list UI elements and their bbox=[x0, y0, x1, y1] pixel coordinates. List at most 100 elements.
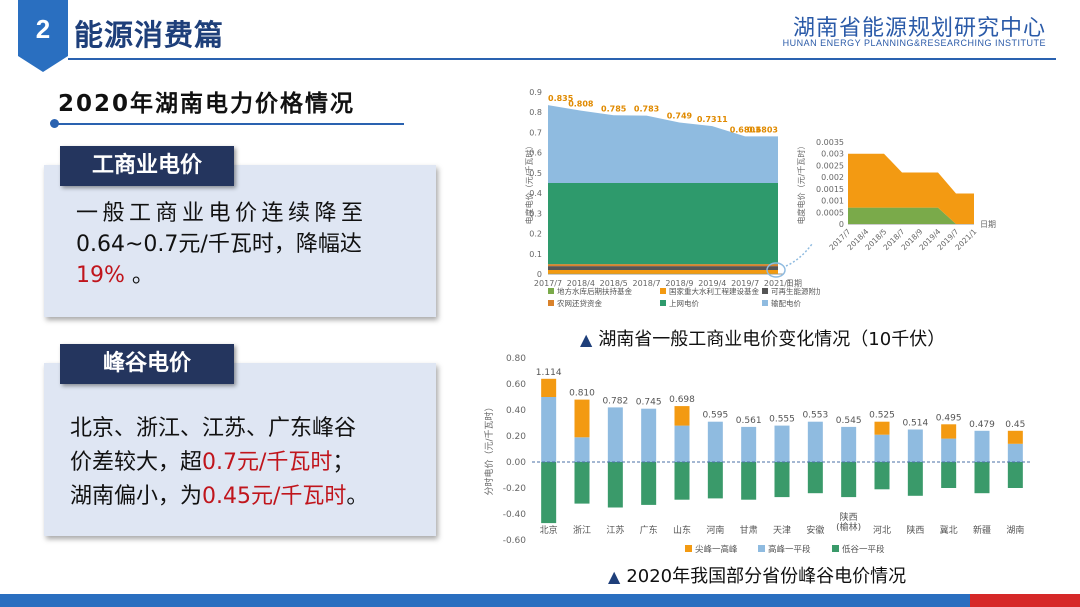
y-tick-label: 0.40 bbox=[506, 406, 526, 416]
bar-valley-flat bbox=[707, 462, 723, 499]
area-series bbox=[548, 266, 778, 270]
x-axis-title: 日期 bbox=[786, 279, 802, 288]
bar-valley-flat bbox=[607, 462, 623, 508]
chart1-caption: ▲ 湖南省一般工商业电价变化情况（10千伏） bbox=[580, 325, 945, 351]
footer-bar bbox=[0, 594, 1080, 607]
total-price-label: 0.808 bbox=[568, 100, 594, 109]
legend-swatch bbox=[762, 288, 768, 294]
peak-valley-card-title: 峰谷电价 bbox=[60, 344, 234, 384]
x-tick-label: 陕西 bbox=[906, 524, 924, 536]
bar-valley-flat bbox=[774, 462, 790, 498]
legend-swatch bbox=[548, 288, 554, 294]
legend-label: 高峰一平段 bbox=[768, 544, 811, 555]
peak-valley-line-3: 湖南偏小，为0.45元/千瓦时。 bbox=[70, 480, 425, 514]
bar-top-label: 0.45 bbox=[1005, 420, 1025, 430]
bar-valley-flat bbox=[741, 462, 757, 500]
header-divider bbox=[68, 58, 1056, 60]
caption-triangle-icon: ▲ bbox=[580, 330, 593, 349]
bar-top-label: 0.561 bbox=[736, 416, 762, 426]
bar-top-label: 0.698 bbox=[669, 395, 695, 405]
peak-valley-line-1: 北京、浙江、江苏、广东峰谷 bbox=[70, 416, 357, 441]
x-tick-label: 安徽 bbox=[806, 524, 824, 536]
legend-label: 尖峰一高峰 bbox=[695, 544, 738, 555]
commercial-tail: 。 bbox=[131, 263, 154, 288]
bar-top-label: 0.545 bbox=[836, 416, 862, 426]
x-tick-label: 2018/7 bbox=[632, 279, 660, 288]
bar-peak-high bbox=[874, 421, 890, 435]
footer-accent bbox=[970, 594, 1080, 607]
legend-swatch bbox=[762, 300, 768, 306]
y-tick-label: 0.0025 bbox=[816, 161, 844, 170]
y-tick-label: 0.6 bbox=[529, 149, 542, 158]
x-tick-label: 新疆 bbox=[973, 524, 991, 536]
chart2-caption: ▲ 2020年我国部分省份峰谷电价情况 bbox=[608, 562, 906, 588]
x-tick-label: 浙江 bbox=[573, 524, 591, 536]
peak-valley-line-3-suffix: 。 bbox=[346, 484, 369, 509]
x-tick-label: 山东 bbox=[673, 524, 691, 536]
total-price-label: 0.7311 bbox=[697, 115, 728, 124]
peak-valley-line-2-prefix: 价差较大，超 bbox=[70, 450, 203, 475]
x-tick-label: (榆林) bbox=[836, 521, 861, 533]
legend-swatch bbox=[758, 545, 765, 552]
section-tab-shape bbox=[18, 0, 68, 72]
bar-high-flat bbox=[874, 434, 890, 462]
bar-peak-high bbox=[1007, 430, 1023, 444]
bar-high-flat bbox=[807, 421, 823, 462]
bar-high-flat bbox=[774, 425, 790, 462]
chart2-caption-text: 2020年我国部分省份峰谷电价情况 bbox=[626, 566, 907, 587]
total-price-label: 0.6803 bbox=[747, 125, 778, 134]
bar-high-flat bbox=[707, 421, 723, 462]
bar-high-flat bbox=[607, 407, 623, 462]
commercial-price-card bbox=[44, 165, 436, 317]
y-tick-label: 0.80 bbox=[506, 354, 526, 364]
y-tick-label: 0.4 bbox=[529, 189, 542, 198]
bar-high-flat bbox=[907, 429, 923, 462]
bar-valley-flat bbox=[807, 462, 823, 494]
area-series bbox=[548, 269, 778, 274]
y-tick-label: 0.0015 bbox=[816, 185, 844, 194]
bar-valley-flat bbox=[841, 462, 857, 498]
area-series bbox=[548, 105, 778, 183]
commercial-highlight: 19% bbox=[76, 263, 125, 288]
legend-label: 农网还贷资金 bbox=[557, 298, 602, 308]
y-axis-title: 电度电价（元/千瓦时） bbox=[524, 142, 534, 225]
y-tick-label: 0.20 bbox=[506, 432, 526, 442]
subtitle-underline bbox=[56, 123, 404, 125]
bar-valley-flat bbox=[874, 462, 890, 490]
legend-swatch bbox=[660, 288, 666, 294]
y-tick-label: 0.60 bbox=[506, 380, 526, 390]
bar-top-label: 0.525 bbox=[869, 411, 895, 421]
y-tick-label: 0.5 bbox=[529, 169, 542, 178]
bar-top-label: 0.595 bbox=[702, 411, 728, 421]
y-tick-label: 0.00 bbox=[506, 458, 526, 468]
bar-top-label: 0.745 bbox=[636, 398, 662, 408]
bar-peak-high bbox=[541, 378, 557, 397]
y-tick-label: 0 bbox=[839, 220, 844, 229]
bar-high-flat bbox=[1007, 443, 1023, 462]
y-tick-label: 0.002 bbox=[821, 173, 844, 182]
bar-valley-flat bbox=[574, 462, 590, 504]
area-series bbox=[548, 183, 778, 265]
x-tick-label: 2018/5 bbox=[600, 279, 628, 288]
commercial-price-text: 一般工商业电价连续降至 0.64~0.7元/千瓦时，降幅达 19% 。 bbox=[76, 198, 421, 291]
y-tick-label: 0 bbox=[537, 270, 542, 279]
legend-label: 可再生能源附加 bbox=[771, 286, 820, 296]
total-price-label: 0.785 bbox=[601, 104, 627, 113]
x-tick-label: 河南 bbox=[706, 524, 724, 536]
y-axis-title: 分时电价（元/千瓦时） bbox=[483, 402, 495, 495]
section-title: 能源消费篇 bbox=[74, 18, 225, 52]
x-tick-label: 广东 bbox=[640, 524, 658, 536]
x-tick-label: 河北 bbox=[873, 524, 891, 536]
peak-valley-bar-chart: 0.80 0.60 0.40 0.20 0.00 -0.20 -0.40 -0.60 分时电价（… bbox=[483, 354, 1032, 555]
bar-high-flat bbox=[641, 408, 657, 462]
fund-inset-area-chart: 0 0.0005 0.001 0.0015 0.002 0.0025 0.003 0.0035… bbox=[796, 138, 996, 252]
subtitle-dot bbox=[50, 119, 59, 128]
caption-triangle-icon: ▲ bbox=[608, 567, 621, 586]
legend-swatch bbox=[660, 300, 666, 306]
y-tick-label: 0.001 bbox=[821, 197, 844, 206]
bar-high-flat bbox=[841, 426, 857, 462]
x-tick-label: 2019/4 bbox=[698, 279, 726, 288]
legend-swatch bbox=[832, 545, 839, 552]
bar-top-label: 0.514 bbox=[902, 419, 928, 429]
